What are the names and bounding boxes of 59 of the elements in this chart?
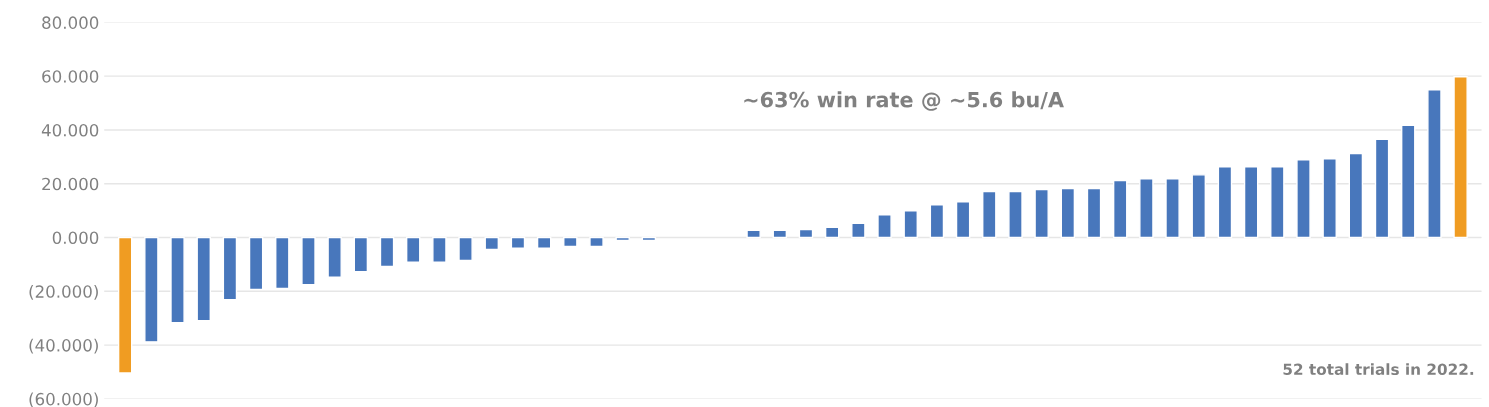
y-tick-label: 40.000 <box>41 123 99 137</box>
bar <box>772 229 788 239</box>
bar <box>903 210 918 239</box>
bar <box>248 236 264 291</box>
bar <box>379 236 395 268</box>
y-tick-label: (20.000) <box>29 284 98 300</box>
bar <box>405 236 421 263</box>
bar <box>798 228 814 239</box>
bar <box>1427 89 1442 239</box>
bar <box>982 190 997 239</box>
y-tick-label: (60.000) <box>29 392 98 407</box>
bar <box>1374 138 1390 239</box>
bar <box>824 226 840 239</box>
annotation: 52 total trials in 2022. <box>1283 363 1474 376</box>
bar <box>1165 178 1180 239</box>
y-tick-label: 0.000 <box>52 231 99 245</box>
bar <box>432 236 447 263</box>
bar <box>1453 76 1468 239</box>
bar <box>222 236 238 301</box>
bar <box>615 236 630 242</box>
bar <box>1243 166 1259 239</box>
bar <box>1060 187 1076 239</box>
bar <box>929 204 945 239</box>
bar <box>536 236 552 249</box>
bar <box>1112 179 1128 239</box>
bar <box>353 236 369 273</box>
bar <box>563 236 578 248</box>
bar <box>641 236 657 242</box>
bar <box>589 236 604 248</box>
y-tick-label: 20.000 <box>42 177 99 191</box>
bar <box>746 229 761 239</box>
bar <box>327 236 342 279</box>
bar <box>117 236 133 374</box>
y-tick-label: 80.000 <box>42 16 99 29</box>
bar <box>170 236 185 324</box>
bar <box>877 214 892 239</box>
bar <box>1400 124 1416 239</box>
bar <box>1034 188 1049 239</box>
bar <box>1322 158 1337 239</box>
y-tick-label: (40.000) <box>29 338 98 354</box>
bar <box>955 201 971 239</box>
bar <box>1008 190 1023 239</box>
bar <box>1139 178 1154 239</box>
bar <box>301 236 316 286</box>
bar <box>1270 166 1285 239</box>
bar <box>458 236 473 262</box>
bar <box>275 236 290 290</box>
bar <box>484 236 500 251</box>
bar <box>1296 159 1311 239</box>
bar <box>851 222 866 239</box>
bar <box>1086 187 1102 239</box>
bar <box>510 236 526 249</box>
annotation: ~63% win rate @ ~5.6 bu/A <box>744 91 1064 111</box>
bar <box>1191 174 1206 239</box>
bar <box>196 236 211 322</box>
bar <box>1217 166 1233 239</box>
y-tick-label: 60.000 <box>42 70 99 83</box>
bar <box>1348 152 1364 239</box>
bar <box>144 236 159 343</box>
